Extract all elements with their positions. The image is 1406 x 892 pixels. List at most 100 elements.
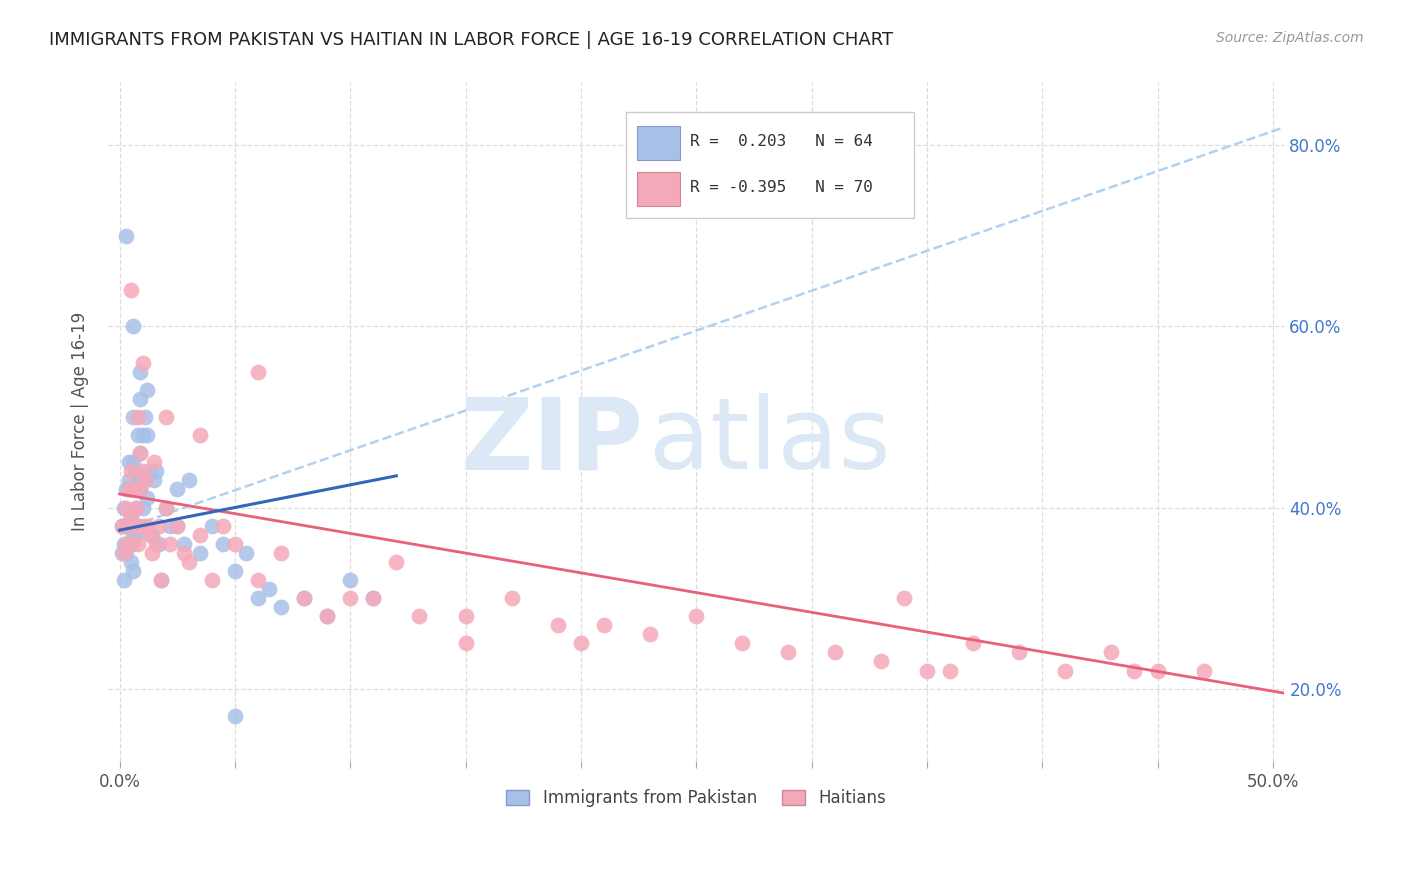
- Point: [188, 527, 211, 541]
- Point: [159, 537, 181, 551]
- Point: [454, 636, 477, 650]
- Point: [361, 591, 384, 605]
- FancyBboxPatch shape: [637, 171, 679, 205]
- Point: [1054, 664, 1077, 678]
- Point: [118, 537, 141, 551]
- Point: [138, 464, 160, 478]
- Point: [122, 483, 145, 497]
- Point: [127, 518, 149, 533]
- Point: [131, 474, 153, 488]
- Point: [115, 518, 138, 533]
- Point: [224, 564, 246, 578]
- Point: [138, 527, 160, 541]
- Text: ZIP: ZIP: [460, 393, 644, 491]
- Point: [122, 564, 145, 578]
- Point: [569, 636, 592, 650]
- Point: [118, 455, 141, 469]
- Point: [115, 537, 138, 551]
- Point: [131, 464, 153, 478]
- Point: [131, 518, 153, 533]
- Point: [136, 518, 159, 533]
- Point: [111, 518, 134, 533]
- Text: atlas: atlas: [650, 393, 891, 491]
- Point: [177, 474, 200, 488]
- Point: [1123, 664, 1146, 678]
- Y-axis label: In Labor Force | Age 16-19: In Labor Force | Age 16-19: [72, 312, 89, 531]
- Point: [270, 546, 292, 560]
- Point: [120, 483, 142, 497]
- Point: [155, 500, 177, 515]
- Point: [112, 537, 135, 551]
- Point: [124, 500, 146, 515]
- Point: [166, 518, 188, 533]
- Point: [122, 319, 145, 334]
- Point: [188, 546, 211, 560]
- Point: [259, 582, 281, 596]
- Point: [166, 483, 188, 497]
- Point: [122, 409, 145, 424]
- Point: [385, 555, 408, 569]
- Point: [408, 609, 430, 624]
- Point: [150, 573, 173, 587]
- Text: Source: ZipAtlas.com: Source: ZipAtlas.com: [1216, 31, 1364, 45]
- Legend: Immigrants from Pakistan, Haitians: Immigrants from Pakistan, Haitians: [499, 782, 893, 814]
- Point: [111, 546, 134, 560]
- Point: [129, 446, 152, 460]
- Point: [134, 474, 156, 488]
- Point: [201, 573, 224, 587]
- Point: [778, 645, 800, 659]
- Point: [120, 464, 142, 478]
- Point: [915, 664, 938, 678]
- Point: [129, 392, 152, 406]
- Point: [159, 518, 181, 533]
- Point: [962, 636, 984, 650]
- Point: [212, 518, 235, 533]
- Point: [131, 356, 153, 370]
- Point: [115, 483, 138, 497]
- Point: [361, 591, 384, 605]
- Point: [124, 527, 146, 541]
- Point: [188, 428, 211, 442]
- Point: [120, 555, 142, 569]
- Point: [1099, 645, 1122, 659]
- Point: [212, 537, 235, 551]
- Point: [148, 518, 170, 533]
- Point: [131, 428, 153, 442]
- FancyBboxPatch shape: [637, 126, 679, 160]
- Point: [118, 474, 141, 488]
- Point: [235, 546, 257, 560]
- Point: [141, 527, 163, 541]
- Point: [127, 537, 149, 551]
- Point: [150, 573, 173, 587]
- Point: [246, 365, 269, 379]
- Point: [124, 518, 146, 533]
- Point: [112, 573, 135, 587]
- Point: [166, 518, 188, 533]
- Point: [316, 609, 339, 624]
- Point: [501, 591, 523, 605]
- Point: [127, 474, 149, 488]
- Point: [316, 609, 339, 624]
- Point: [824, 645, 846, 659]
- Point: [155, 409, 177, 424]
- Point: [547, 618, 569, 632]
- Point: [155, 500, 177, 515]
- Point: [131, 500, 153, 515]
- Point: [731, 636, 754, 650]
- Point: [112, 500, 135, 515]
- Point: [136, 428, 159, 442]
- Point: [127, 428, 149, 442]
- Point: [127, 409, 149, 424]
- Point: [454, 609, 477, 624]
- Point: [143, 474, 166, 488]
- Point: [136, 383, 159, 397]
- Point: [939, 664, 962, 678]
- Point: [638, 627, 661, 641]
- Point: [224, 708, 246, 723]
- Point: [136, 491, 159, 506]
- Point: [148, 537, 170, 551]
- Point: [339, 591, 361, 605]
- Point: [118, 483, 141, 497]
- Point: [134, 409, 156, 424]
- Point: [141, 546, 163, 560]
